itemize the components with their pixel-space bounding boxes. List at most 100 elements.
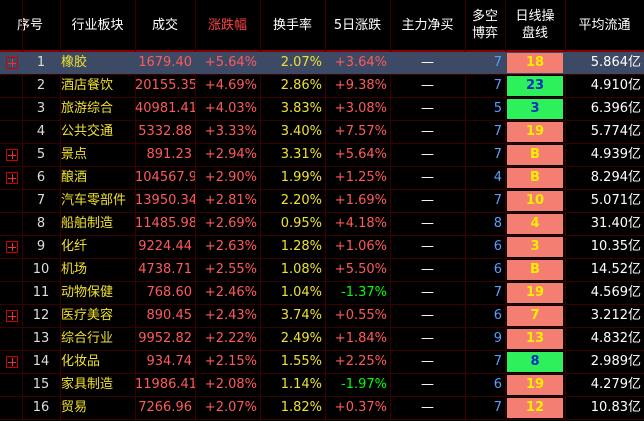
cell: — [421,400,434,415]
cell: +3.08% [334,101,387,116]
expand-button[interactable] [6,149,18,161]
cell: +2.22% [204,331,257,346]
cell: 11 [32,285,50,300]
cell: 综合行业 [61,331,114,346]
cell: 1.99% [280,170,322,185]
table-row[interactable]: 7 汽车零部件 13950.34 +2.81% 2.20% +1.69% — 7 10 5.071… [0,190,644,213]
cell: +1.25% [334,170,387,185]
cell: B [507,145,563,165]
cell: 4.910亿 [590,78,641,93]
cell: 14.52亿 [590,262,641,277]
column-header[interactable]: 平均流通 [578,17,631,33]
cell: +2.69% [204,216,257,231]
table-row[interactable]: 15 家具制造 11986.41 +2.08% 1.14% -1.97% — 6 19 4.279… [0,374,644,397]
cell: 3 [36,101,46,116]
column-divider [390,0,391,421]
column-divider [565,0,566,421]
cell: — [421,285,434,300]
column-header[interactable]: 主力净买 [401,17,454,33]
column-header[interactable]: 行业板块 [71,17,124,33]
table-row[interactable]: 8 船舶制造 11485.98 +2.69% 0.95% +4.18% —8 4 31.40亿 [0,213,644,236]
cell: 贸易 [61,400,88,415]
table-row[interactable]: 11 动物保健 768.60 +2.46% 1.04% -1.37% — 7 19 4.569亿 [0,282,644,305]
column-header[interactable]: 涨跌幅 [207,17,247,33]
column-header[interactable]: 日线操盘线 [515,9,555,41]
expand-button[interactable] [6,57,18,69]
expand-button[interactable] [6,356,18,368]
table-row[interactable]: 5 景点 891.23 +2.94% 3.31% +5.64% — 7 B 4.939亿 [0,144,644,167]
cell: 3 [507,237,563,257]
table-row[interactable]: 12 医疗美容 890.45 +2.43% 3.74% +0.55% — 6 7 3.212亿 [0,305,644,328]
cell: +3.64% [334,55,387,70]
cell: +2.55% [204,262,257,277]
cell: 19 [507,283,563,303]
cell: 7 [507,306,563,326]
cell: 14 [32,354,50,369]
column-header[interactable]: 序号 [16,17,43,33]
cell: 4.832亿 [590,331,641,346]
column-header[interactable]: 多空博弈 [471,9,498,41]
column-header[interactable]: 换手率 [272,17,312,33]
table-row[interactable]: 10 机场 4738.71 +2.55% 1.08% +5.50% — 6 B 14.52亿 [0,259,644,282]
cell: 8.294亿 [590,170,641,185]
column-divider [505,0,506,421]
cell: 10 [507,191,563,211]
cell: +1.84% [334,331,387,346]
cell: 5.071亿 [590,193,641,208]
cell: 13950.34 [135,193,195,208]
cell: +0.55% [334,308,387,323]
cell: +2.25% [334,354,387,369]
cell: 化纤 [61,239,88,254]
cell: 3.74% [280,308,322,323]
cell: B [507,168,563,188]
column-divider [22,0,23,421]
cell: +3.33% [204,124,257,139]
cell: 5.864亿 [590,55,641,70]
cell: 40981.41 [135,101,195,116]
table-row[interactable]: 14 化妆品 934.74 +2.15% 1.55% +2.25% — 7 8 2.989亿 [0,351,644,374]
cell: 4 [36,124,46,139]
cell: 7266.96 [138,400,192,415]
cell: +2.94% [204,147,257,162]
expand-button[interactable] [6,310,18,322]
cell: 31.40亿 [590,216,641,231]
column-header[interactable]: 5日涨跌 [333,17,382,33]
table-row[interactable]: 9 化纤 9224.44 +2.63% 1.28% +1.06% — 6 3 10.35亿 [0,236,644,259]
cell: 5 [493,101,502,116]
cell: 7 [493,55,502,70]
table-row[interactable]: 6 酿酒 104567.91 +2.90% 1.99% +1.25% — 4B 8.294亿 [0,167,644,190]
cell: 11986.41 [135,377,195,392]
cell: 5332.88 [138,124,192,139]
cell: 5.774亿 [590,124,641,139]
cell: 10 [32,262,50,277]
table-row[interactable]: 16 贸易 7266.96 +2.07% 1.82% +0.37% — 7 12 10.83亿 [0,397,644,420]
column-divider [195,0,196,421]
expand-button[interactable] [6,241,18,253]
table-row[interactable]: 1 橡胶 1679.40 +5.64% 2.07% +3.64% — 7 18 5.864亿 [0,52,644,75]
cell: 3.40% [280,124,322,139]
cell: 1.08% [280,262,322,277]
cell: 10.35亿 [590,239,641,254]
expand-button[interactable] [6,172,18,184]
cell: 酿酒 [61,170,88,185]
table-row[interactable]: 4 公共交通 5332.88 +3.33% 3.40% +7.57% — 7 19 5.774亿 [0,121,644,144]
cell: 3.83% [280,101,322,116]
cell: — [421,78,434,93]
column-header[interactable]: 成交 [151,17,178,33]
cell: 8 [36,216,46,231]
cell: 1.28% [280,239,322,254]
cell: +5.64% [204,55,257,70]
cell: +1.69% [334,193,387,208]
cell: 船舶制造 [61,216,114,231]
table-row[interactable]: 13 综合行业 9952.82 +2.22% 2.49% +1.84% — 9 13 4.832亿 [0,328,644,351]
table-row[interactable]: 3 旅游综合 40981.41 +4.03% 3.83% +3.08% —5 3 6.396亿 [0,98,644,121]
cell: 15 [32,377,50,392]
cell: 3 [507,99,563,119]
cell: 2.86% [280,78,322,93]
table-row[interactable]: 2 酒店餐饮 20155.35 +4.69% 2.86% +9.38% — 7 23 4.910亿 [0,75,644,98]
cell: 23 [507,76,563,96]
cell: 2.989亿 [590,354,641,369]
cell: — [421,124,434,139]
cell: 8 [507,352,563,372]
cell: 1.14% [280,377,322,392]
